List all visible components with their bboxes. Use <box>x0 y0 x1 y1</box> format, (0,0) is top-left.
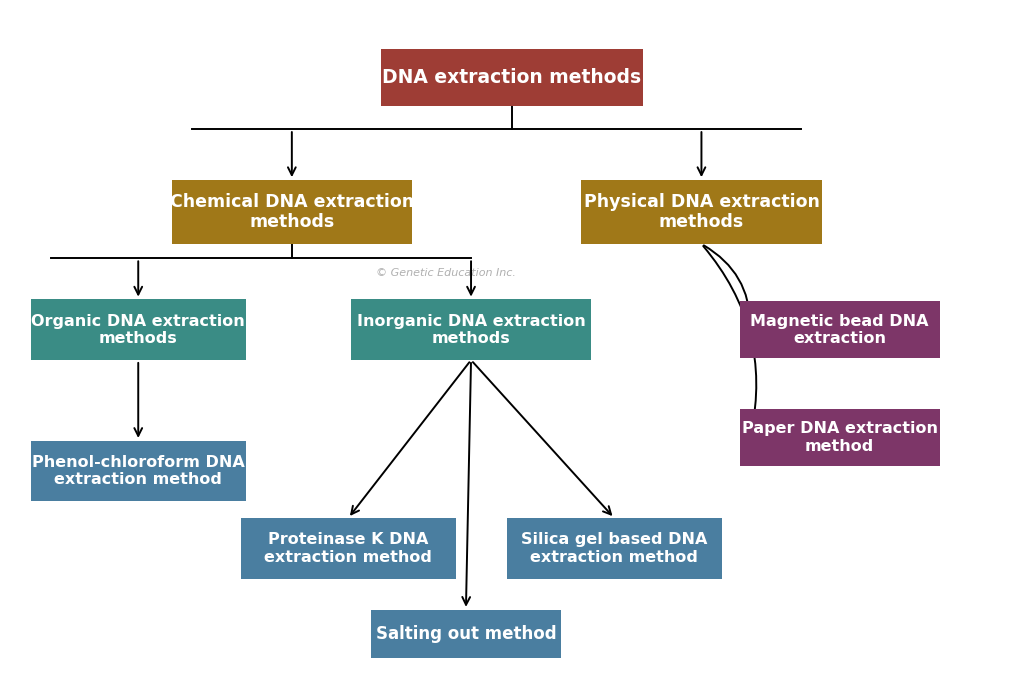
FancyBboxPatch shape <box>31 299 246 360</box>
Text: Magnetic bead DNA
extraction: Magnetic bead DNA extraction <box>751 314 929 346</box>
FancyBboxPatch shape <box>739 302 940 358</box>
Text: Inorganic DNA extraction
methods: Inorganic DNA extraction methods <box>356 314 586 346</box>
Text: Chemical DNA extraction
methods: Chemical DNA extraction methods <box>170 192 414 232</box>
FancyBboxPatch shape <box>31 441 246 501</box>
Text: DNA extraction methods: DNA extraction methods <box>382 68 642 87</box>
FancyBboxPatch shape <box>241 518 456 579</box>
FancyBboxPatch shape <box>372 610 561 658</box>
Text: Proteinase K DNA
extraction method: Proteinase K DNA extraction method <box>264 532 432 565</box>
Text: Salting out method: Salting out method <box>376 625 556 643</box>
FancyBboxPatch shape <box>350 299 592 360</box>
FancyBboxPatch shape <box>507 518 722 579</box>
FancyBboxPatch shape <box>582 180 822 244</box>
Text: Phenol-chloroform DNA
extraction method: Phenol-chloroform DNA extraction method <box>32 455 245 487</box>
Text: Silica gel based DNA
extraction method: Silica gel based DNA extraction method <box>521 532 708 565</box>
FancyBboxPatch shape <box>381 49 643 106</box>
Text: © Genetic Education Inc.: © Genetic Education Inc. <box>376 268 515 277</box>
FancyBboxPatch shape <box>739 409 940 466</box>
FancyBboxPatch shape <box>171 180 412 244</box>
Text: Organic DNA extraction
methods: Organic DNA extraction methods <box>32 314 245 346</box>
Text: Physical DNA extraction
methods: Physical DNA extraction methods <box>584 192 819 232</box>
Text: Paper DNA extraction
method: Paper DNA extraction method <box>741 421 938 454</box>
